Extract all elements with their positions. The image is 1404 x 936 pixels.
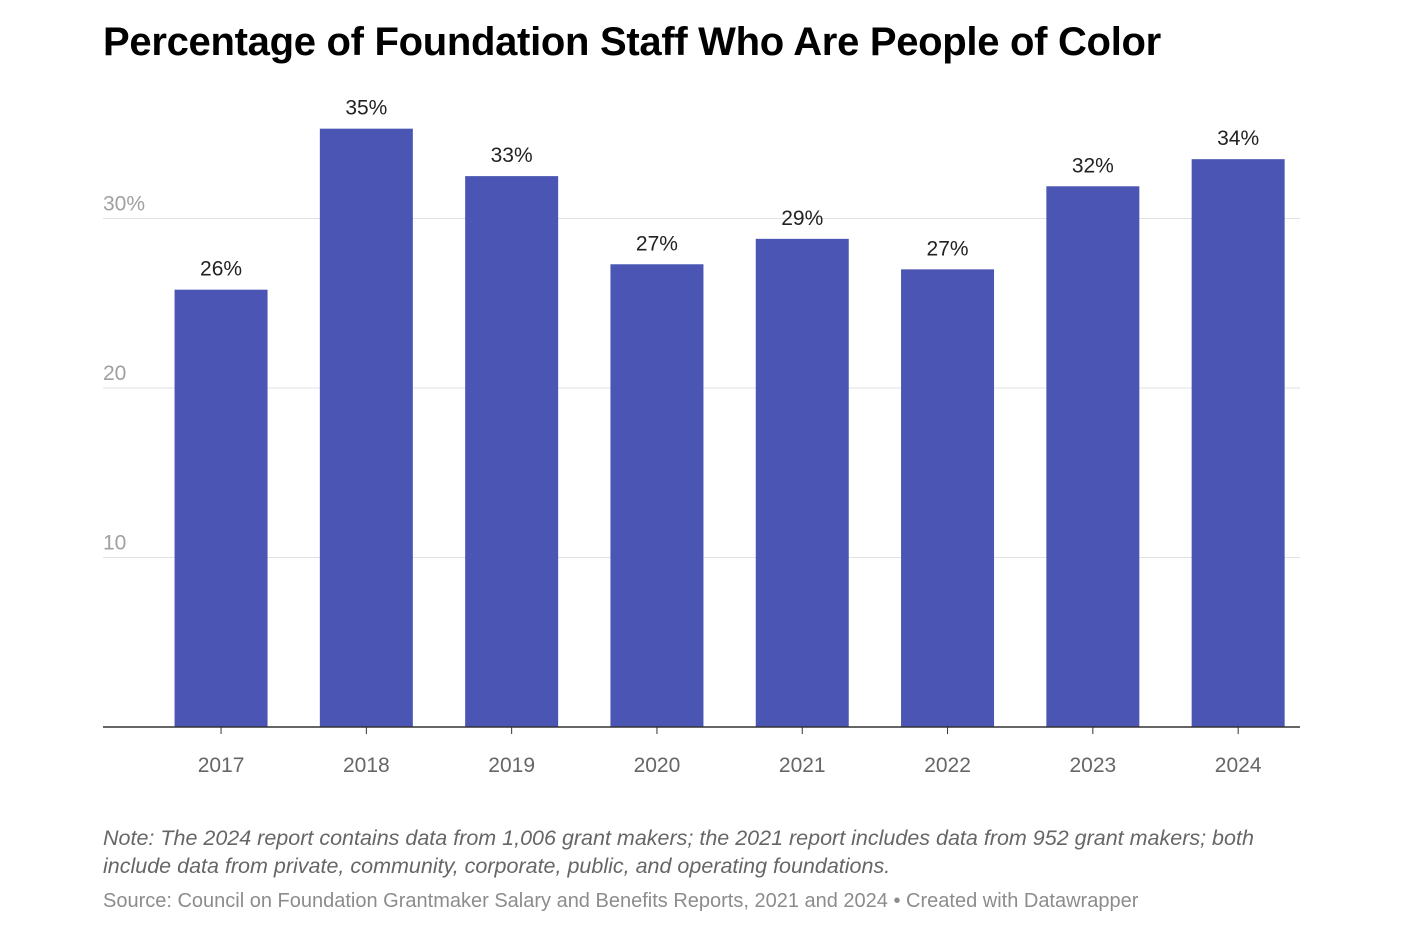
x-tick-label: 2018 xyxy=(343,754,390,777)
chart-title: Percentage of Foundation Staff Who Are P… xyxy=(103,20,1161,64)
bar-2023 xyxy=(1046,186,1140,728)
data-label: 32% xyxy=(1072,154,1114,177)
data-label: 27% xyxy=(927,237,969,260)
data-label: 34% xyxy=(1217,127,1259,150)
x-tick-label: 2021 xyxy=(779,754,826,777)
bar-2019 xyxy=(465,176,559,727)
x-tick-label: 2017 xyxy=(198,754,245,777)
data-label: 29% xyxy=(781,207,823,230)
x-tick-label: 2022 xyxy=(924,754,971,777)
bar-2022 xyxy=(901,269,995,727)
chart-source: Source: Council on Foundation Grantmaker… xyxy=(103,890,1139,912)
data-label: 26% xyxy=(200,258,242,281)
bar-2024 xyxy=(1191,159,1285,728)
x-tick-label: 2023 xyxy=(1069,754,1116,777)
x-tick-label: 2024 xyxy=(1215,754,1262,777)
y-tick-label: 30% xyxy=(103,193,145,216)
y-tick-label: 20 xyxy=(103,362,126,385)
bar-chart: 10 20 30% 26% 2017 35% 2018 33% 2019 27% 2020 29% 20… xyxy=(103,97,1300,777)
data-label: 33% xyxy=(491,144,533,167)
data-label: 35% xyxy=(345,97,387,120)
x-tick-label: 2020 xyxy=(634,754,681,777)
bar-2021 xyxy=(755,238,849,727)
chart-note: Note: The 2024 report contains data from… xyxy=(103,826,1254,878)
data-label: 27% xyxy=(636,232,678,255)
y-tick-label: 10 xyxy=(103,532,126,555)
bar-2017 xyxy=(174,289,268,727)
x-tick-label: 2019 xyxy=(488,754,535,777)
bar-2020 xyxy=(610,264,704,727)
bar-2018 xyxy=(319,128,413,728)
